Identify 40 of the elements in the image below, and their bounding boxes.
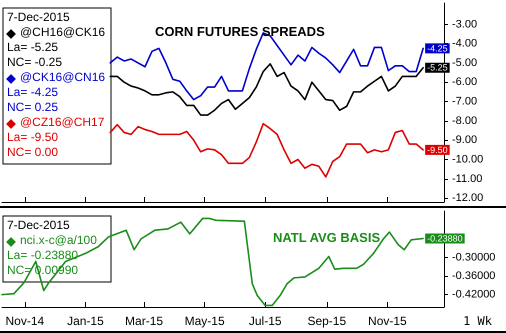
annotation: La= -4.25 — [7, 85, 58, 99]
y-tick-label: -3.00 — [452, 18, 478, 30]
annotation: NC= 0.00 — [7, 145, 58, 159]
y-tick-label: -0.42000 — [452, 288, 496, 301]
y-tick-label: -9.00 — [452, 134, 478, 146]
y-tick-label: -12.00 — [452, 192, 484, 204]
legend-label: @CK16@CN16 — [20, 70, 106, 84]
x-tick-label: Sep-15 — [307, 314, 346, 328]
text: 1 Wk — [463, 314, 493, 328]
data-label: -5.25 — [427, 62, 448, 73]
legend-label: @CZ16@CH17 — [20, 115, 105, 129]
x-tick-label: Jul-15 — [248, 314, 282, 328]
data-label: -4.25 — [427, 43, 448, 54]
legend-label: @CH16@CK16 — [20, 25, 106, 39]
y-tick-label: -6.00 — [452, 76, 478, 88]
y-tick-label: -5.00 — [452, 56, 478, 69]
annotation: La= -5.25 — [7, 40, 58, 54]
data-label: -0.23880 — [427, 234, 463, 244]
y-tick-label: -8.00 — [452, 114, 478, 127]
x-tick-label: Nov-14 — [6, 314, 45, 328]
x-tick-label: May-15 — [184, 314, 225, 328]
x-tick-label: Nov-15 — [368, 314, 408, 328]
y-tick-label: -0.30000 — [452, 251, 496, 264]
annotation: NC= 0.25 — [7, 100, 58, 114]
y-tick-label: -4.00 — [452, 38, 478, 50]
annotation: La= -9.50 — [7, 130, 58, 144]
text: NATL AVG BASIS — [273, 230, 380, 245]
data-label: -9.50 — [427, 144, 448, 155]
y-tick-label: -7.00 — [452, 96, 478, 108]
y-tick-label: -10.00 — [452, 153, 484, 166]
x-tick-label: Mar-15 — [125, 314, 164, 328]
x-tick-label: Jan-15 — [67, 314, 104, 328]
annotation: 7-Dec-2015 — [7, 218, 70, 232]
y-tick-label: -11.00 — [452, 172, 482, 185]
annotation: 7-Dec-2015 — [7, 10, 70, 24]
annotation: NC= -0.25 — [7, 55, 62, 69]
y-tick-label: -0.36000 — [452, 270, 496, 282]
legend-label: nci.x-c@a/100 — [20, 233, 98, 247]
text: CORN FUTURES SPREADS — [155, 24, 326, 39]
annotation: La= -0.23880 — [7, 248, 78, 262]
